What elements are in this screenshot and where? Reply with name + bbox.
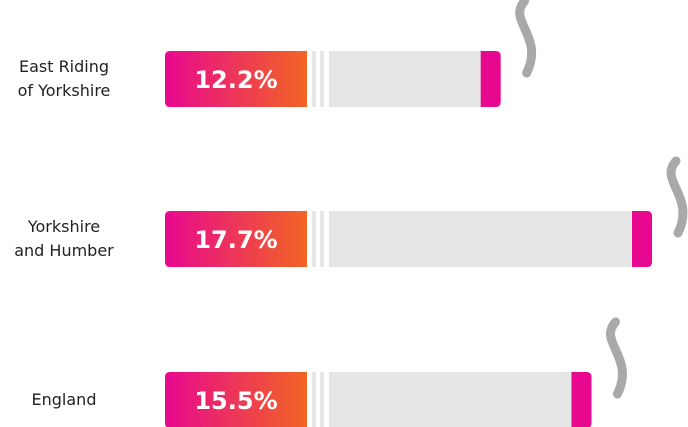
- smoke: [671, 161, 683, 233]
- chart: 12.2% 17.7% 15.5% East Riding of Yorkshire…: [0, 0, 688, 427]
- bar-stripe: [320, 211, 324, 267]
- bar-stripe: [320, 51, 324, 107]
- bar-gap: [307, 211, 329, 267]
- category-label: Yorkshire and Humber: [0, 215, 128, 263]
- smoke: [520, 1, 532, 73]
- bar-stripe: [312, 51, 316, 107]
- bar-stripe: [312, 211, 316, 267]
- bar-gap: [307, 372, 329, 427]
- bar-tip: [632, 211, 652, 267]
- value-label: 17.7%: [194, 226, 277, 254]
- category-label: England: [0, 388, 128, 412]
- bar-stripe: [312, 372, 316, 427]
- bar-gap: [307, 51, 329, 107]
- bar-tip: [481, 51, 501, 107]
- category-label: East Riding of Yorkshire: [0, 55, 128, 103]
- smoke: [610, 322, 622, 394]
- bar-tip: [571, 372, 591, 427]
- value-label: 12.2%: [194, 66, 277, 94]
- bar-stripe: [320, 372, 324, 427]
- value-label: 15.5%: [194, 387, 277, 415]
